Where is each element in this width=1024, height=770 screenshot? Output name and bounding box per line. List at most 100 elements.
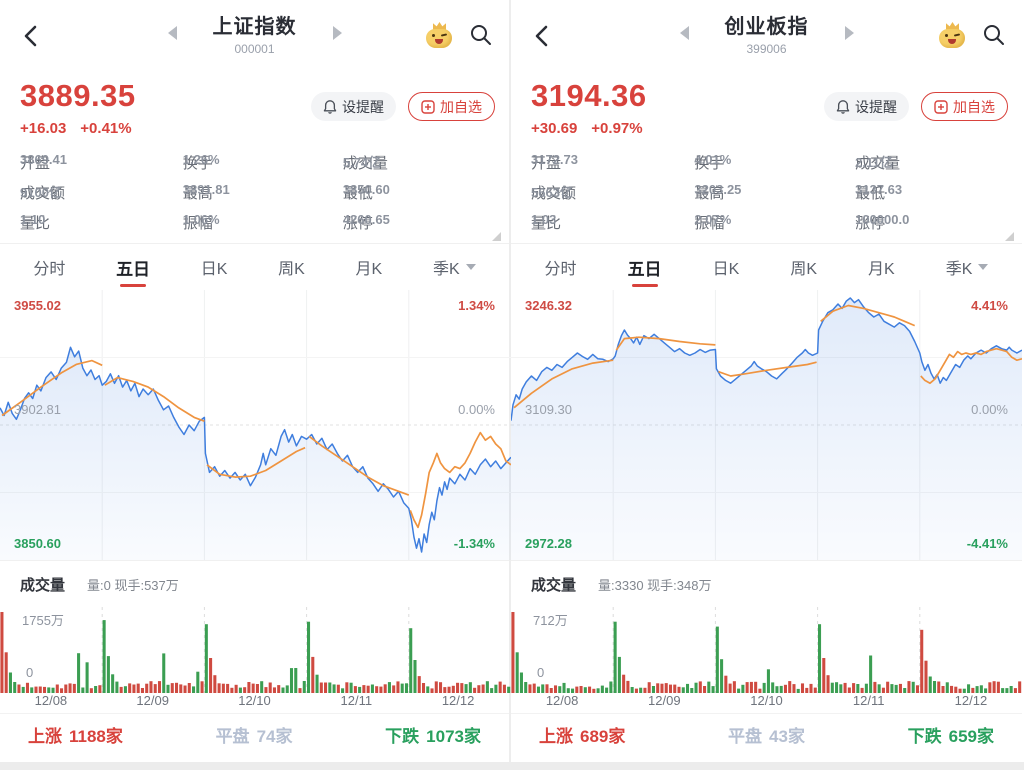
stat-high: 最高 3891.81 [182, 182, 230, 202]
axis-mid-price: 3109.30 [525, 402, 572, 417]
date-tick: 12/10 [750, 693, 783, 708]
tab-monthly-k[interactable]: 月K [868, 261, 895, 278]
price-change-pct: +0.97% [591, 120, 643, 137]
axis-mid-price: 3902.81 [14, 402, 61, 417]
volume-info: 量:3330 现手:348万 [598, 577, 712, 593]
divider [511, 560, 1022, 561]
axis-mid-pct: 0.00% [458, 402, 495, 417]
mascot-icon[interactable] [425, 22, 453, 48]
tab-quarterly-k[interactable]: 季K [946, 244, 989, 290]
bell-icon [323, 100, 337, 114]
panel-chinext-index: 创业板指 399006 3194.36 +30.69 +0 [511, 0, 1022, 770]
tab-weekly-k[interactable]: 周K [790, 261, 817, 278]
stat-limit-up: 涨停 100000.0 [855, 212, 910, 232]
crown-icon [946, 22, 959, 30]
search-icon[interactable] [982, 23, 1006, 47]
add-square-icon [421, 99, 435, 114]
expand-stats-handle[interactable] [492, 232, 501, 241]
prev-stock-arrow-icon[interactable] [167, 26, 177, 40]
stock-code: 399006 [746, 42, 787, 56]
add-watchlist-button[interactable]: 加自选 [921, 92, 1008, 121]
stat-open: 开盘 3172.73 [531, 152, 578, 172]
price-chart[interactable]: 3246.32 4.41% 3109.30 0.00% 2972.28 -4.4… [511, 290, 1022, 560]
decliners: 下跌 1073家 [385, 727, 481, 746]
crown-icon [433, 22, 446, 30]
advancers: 上涨 689家 [539, 727, 626, 746]
price-change: +30.69 [531, 120, 578, 137]
tab-monthly-k[interactable]: 月K [355, 261, 383, 278]
axis-max-pct: 4.41% [971, 298, 1008, 313]
set-alert-button[interactable]: 设提醒 [824, 92, 909, 121]
search-icon[interactable] [469, 23, 493, 47]
unchanged: 平盘 74家 [215, 727, 293, 746]
tab-daily-k[interactable]: 日K [200, 261, 228, 278]
next-stock-arrow-icon[interactable] [332, 26, 342, 40]
decliners: 下跌 659家 [907, 727, 994, 746]
tab-quarterly-k[interactable]: 季K [433, 244, 476, 290]
tab-daily-k[interactable]: 日K [712, 261, 740, 278]
date-tick: 12/11 [852, 693, 885, 708]
stat-turnover-rate: 换手 1.26% [182, 152, 220, 172]
add-watchlist-button[interactable]: 加自选 [408, 92, 495, 121]
mascot-icon[interactable] [938, 22, 966, 48]
price-chart[interactable]: 3955.02 1.34% 3902.81 0.00% 3850.60 -1.3… [0, 290, 511, 560]
volume-info: 量:0 现手:537万 [87, 577, 179, 593]
tab-minute[interactable]: 分时 [33, 261, 66, 278]
volume-chart[interactable]: 712万 0 [511, 607, 1022, 693]
stat-amplitude: 振幅 2.07% [694, 212, 732, 232]
tab-five-day[interactable]: 五日 [628, 244, 662, 290]
add-square-icon [934, 99, 948, 114]
current-price: 3889.35 [20, 78, 136, 113]
axis-min-pct: -4.41% [966, 536, 1008, 551]
back-button[interactable] [529, 22, 557, 50]
volume-min-label: 0 [537, 665, 545, 680]
axis-max-price: 3246.32 [525, 298, 572, 313]
stat-volume: 成交量 2.11亿 [855, 155, 901, 172]
volume-max-label: 1755万 [22, 613, 64, 628]
divider [0, 243, 509, 244]
stat-open: 开盘 3869.41 [20, 152, 67, 172]
axis-min-pct: -1.34% [453, 536, 495, 551]
stat-amplitude: 振幅 1.06% [182, 212, 220, 232]
period-tabs: 分时 五日 日K 周K 月K 季K [511, 244, 1022, 290]
quote-section: 3194.36 +30.69 +0.97% 设提醒 加自选 [511, 72, 1022, 146]
date-tick: 12/08 [545, 693, 579, 708]
market-breadth: 上涨 1188家 平盘 74家 下跌 1073家 [0, 713, 509, 755]
unchanged: 平盘 43家 [728, 727, 805, 746]
stat-amount: 成交额 9100亿 [20, 185, 66, 202]
stat-turnover-rate: 换手 4.01% [694, 152, 732, 172]
volume-header: 成交量 量:0 现手:537万 [0, 561, 509, 607]
volume-bars-chart[interactable] [511, 607, 1022, 693]
volume-min-label: 0 [26, 665, 34, 680]
header: 上证指数 000001 [0, 0, 509, 72]
current-price: 3194.36 [531, 78, 647, 113]
panel-shanghai-index: 上证指数 000001 3889.35 +16.03 +0 [0, 0, 511, 770]
next-stock-arrow-icon[interactable] [844, 26, 854, 40]
date-tick: 12/12 [441, 693, 475, 708]
stat-limit-up: 涨停 4260.65 [342, 212, 390, 232]
five-day-line-chart[interactable] [0, 290, 511, 560]
volume-bars-chart[interactable] [0, 607, 511, 693]
volume-max-label: 712万 [533, 613, 568, 628]
back-button[interactable] [18, 22, 46, 50]
stat-low: 最低 3850.60 [342, 182, 390, 202]
tab-five-day[interactable]: 五日 [116, 244, 150, 290]
axis-min-price: 3850.60 [14, 536, 61, 551]
tab-weekly-k[interactable]: 周K [278, 261, 305, 278]
expand-stats-handle[interactable] [1005, 232, 1014, 241]
set-alert-button[interactable]: 设提醒 [311, 92, 396, 121]
stat-volume: 成交量 5.74亿 [342, 155, 388, 172]
five-day-line-chart[interactable] [511, 290, 1022, 560]
divider [511, 243, 1022, 244]
stock-title: 上证指数 [212, 16, 297, 38]
stat-volume-ratio: 量比 1.03 [531, 212, 562, 232]
stats-grid: 开盘 3869.41 换手 1.26% 成交量 5.74亿 成交额 9100亿 最高 38… [0, 146, 509, 243]
tab-minute[interactable]: 分时 [544, 261, 577, 278]
prev-stock-arrow-icon[interactable] [679, 26, 689, 40]
divider [0, 560, 509, 561]
date-axis: 12/08 12/09 12/10 12/11 12/12 [0, 693, 509, 713]
volume-chart[interactable]: 1755万 0 [0, 607, 511, 693]
quote-section: 3889.35 +16.03 +0.41% 设提醒 加自选 [0, 72, 509, 146]
chevron-down-icon [978, 264, 989, 270]
